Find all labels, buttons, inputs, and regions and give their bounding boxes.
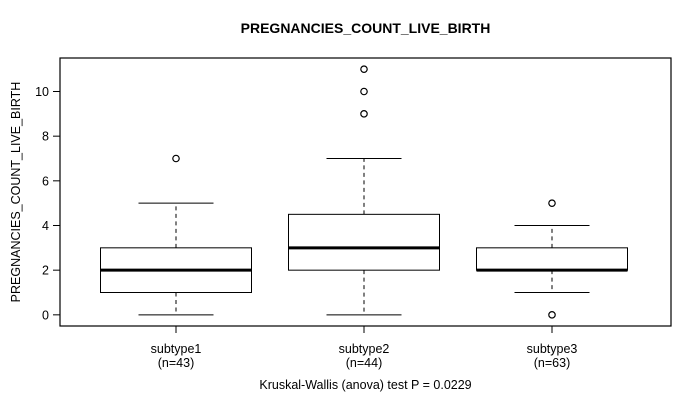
iqr-box [288, 213, 440, 271]
x-group-label: subtype2 [339, 342, 390, 356]
x-group-sublabel: (n=63) [534, 356, 570, 370]
x-group-sublabel: (n=44) [346, 356, 382, 370]
y-tick-label: 2 [42, 264, 49, 278]
outlier-point [360, 110, 368, 118]
outlier-point [360, 65, 368, 73]
y-tick-label: 0 [42, 308, 49, 322]
outlier-point [548, 199, 556, 207]
outlier-point [360, 87, 368, 96]
iqr-box [476, 247, 628, 271]
chart-title: PREGNANCIES_COUNT_LIVE_BIRTH [240, 20, 491, 36]
y-tick-label: 6 [42, 174, 49, 188]
y-tick-label: 10 [35, 85, 49, 99]
x-group-label: subtype1 [151, 342, 202, 356]
x-group-label: subtype3 [527, 342, 578, 356]
y-tick-label: 4 [42, 219, 49, 233]
plot-border [59, 57, 672, 327]
outlier-point [548, 311, 556, 319]
x-group-sublabel: (n=43) [158, 356, 194, 370]
annotation-text: Kruskal-Wallis (anova) test P = 0.0229 [259, 378, 472, 392]
outlier-point [172, 154, 180, 163]
y-tick-label: 8 [42, 130, 49, 144]
